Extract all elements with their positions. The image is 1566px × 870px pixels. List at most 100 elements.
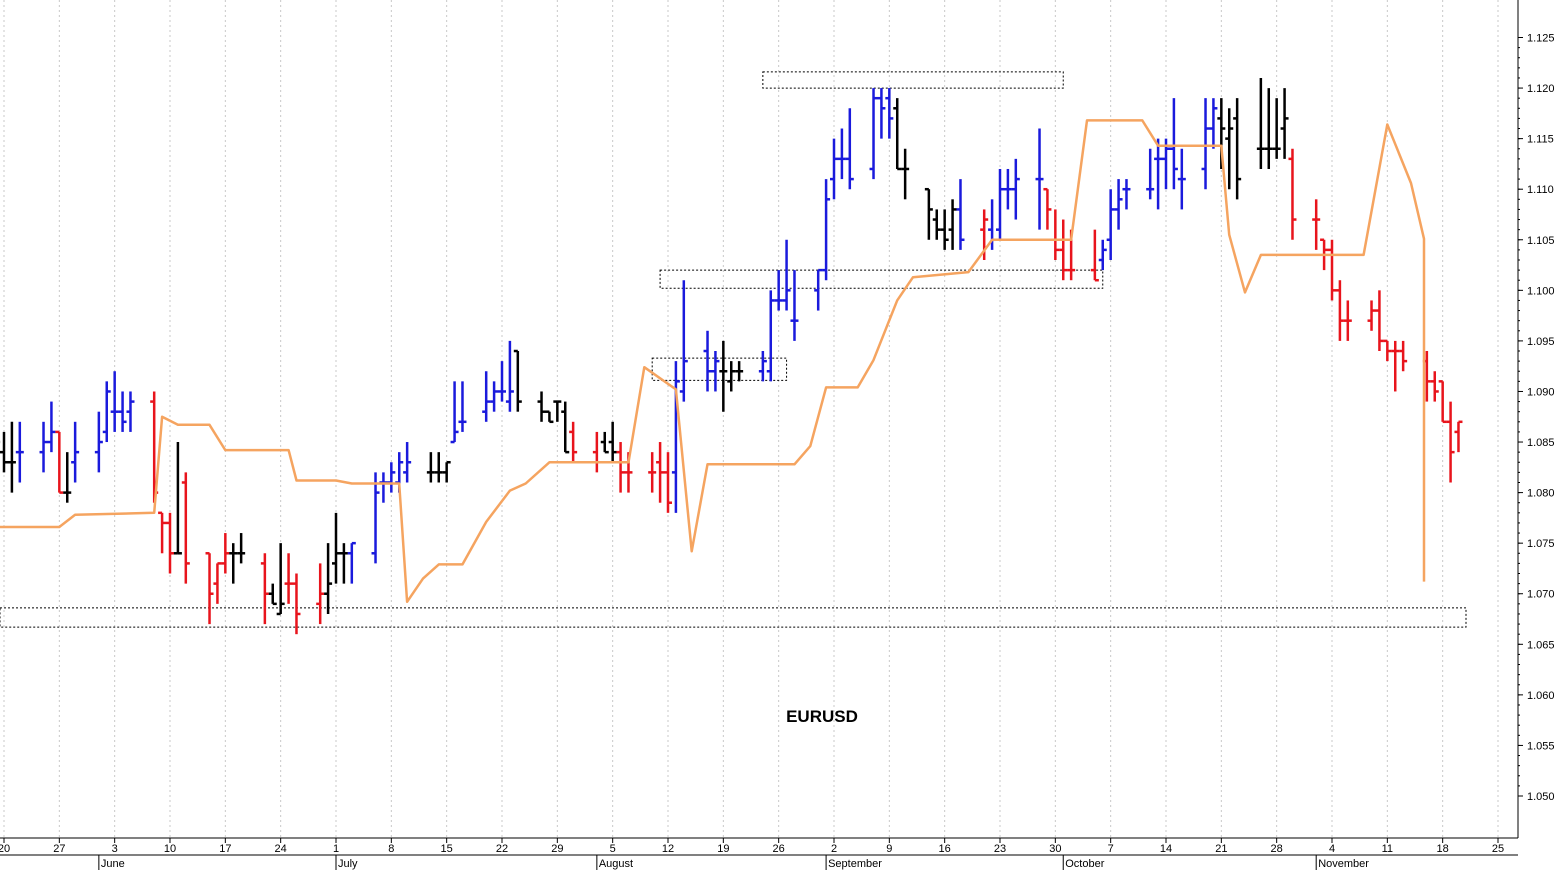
- ohlc-bar: [735, 361, 744, 382]
- ohlc-bar: [1154, 138, 1163, 210]
- ohlc-bar: [316, 563, 325, 625]
- y-tick-label: 1.055: [1527, 740, 1555, 752]
- ohlc-bar: [332, 512, 340, 584]
- x-tick-label: 4: [1329, 843, 1335, 855]
- ohlc-bar: [845, 108, 854, 190]
- x-tick-label: 18: [1437, 843, 1449, 855]
- ohlc-bar: [592, 431, 601, 473]
- ohlc-bar: [15, 421, 24, 483]
- x-tick-label: 20: [0, 843, 10, 855]
- y-tick-label: 1.125: [1527, 33, 1555, 45]
- ohlc-bar: [537, 391, 546, 422]
- ohlc-bar: [1059, 219, 1068, 281]
- ohlc-bar: [893, 98, 902, 171]
- ohlc-bar: [679, 280, 688, 402]
- x-tick-label: 10: [164, 843, 176, 855]
- ohlc-bar: [505, 340, 514, 412]
- x-tick-label: 2: [831, 843, 837, 855]
- ohlc-bar: [213, 562, 222, 604]
- ohlc-bar: [1225, 108, 1234, 190]
- ohlc-bar: [55, 430, 64, 494]
- x-tick-label: 15: [441, 843, 453, 855]
- grid: [3, 0, 1499, 838]
- ohlc-bar: [126, 391, 135, 432]
- y-tick-label: 1.065: [1527, 639, 1555, 651]
- ohlc-bar: [1280, 88, 1289, 159]
- ohlc-bar: [996, 168, 1004, 240]
- ohlc-bar: [956, 179, 965, 250]
- ohlc-bar: [498, 361, 506, 402]
- ohlc-bar: [268, 583, 277, 606]
- ohlc-bar: [545, 410, 554, 424]
- ohlc-bar: [1375, 290, 1384, 352]
- x-tick-label: 19: [717, 843, 729, 855]
- ohlc-bar: [1162, 138, 1170, 190]
- ohlc-bar: [1343, 300, 1352, 341]
- ohlc-bar: [932, 209, 941, 240]
- ohlc-bar: [885, 88, 894, 139]
- month-label: June: [101, 858, 125, 870]
- ohlc-bar: [1122, 179, 1131, 210]
- y-tick-label: 1.050: [1527, 791, 1555, 803]
- ohlc-bar: [1328, 239, 1336, 301]
- ohlc-bar: [1335, 280, 1344, 341]
- y-tick-label: 1.090: [1527, 386, 1555, 398]
- x-tick-label: 3: [112, 843, 118, 855]
- x-tick-label: 7: [1108, 843, 1114, 855]
- x-tick-label: 9: [886, 843, 892, 855]
- ohlc-bar: [1051, 209, 1060, 260]
- price-bars: [0, 77, 1463, 635]
- ohlc-bar: [1264, 88, 1273, 169]
- ohlc-bar: [1201, 98, 1210, 190]
- ohlc-bar: [284, 553, 293, 604]
- x-tick-label: 27: [53, 843, 65, 855]
- ohlc-bar: [229, 543, 238, 584]
- ohlc-bar: [237, 533, 246, 564]
- x-tick-label: 28: [1271, 843, 1283, 855]
- ohlc-bar: [561, 401, 570, 454]
- ohlc-bar: [490, 381, 499, 412]
- y-tick-label: 1.080: [1527, 488, 1555, 500]
- y-tick-label: 1.070: [1527, 589, 1555, 601]
- ohlc-bar: [616, 442, 625, 493]
- x-tick-label: 8: [388, 843, 394, 855]
- ohlc-bar: [387, 462, 396, 493]
- y-tick-label: 1.115: [1527, 134, 1554, 146]
- x-tick-label: 24: [275, 843, 287, 855]
- ohlc-bar: [63, 452, 72, 503]
- ohlc-bar: [1177, 148, 1186, 210]
- ohlc-bar: [1383, 339, 1392, 362]
- ohlc-bar: [371, 472, 380, 564]
- ohlc-bar: [1003, 168, 1012, 210]
- x-tick-label: 5: [610, 843, 616, 855]
- x-tick-label: 12: [662, 843, 674, 855]
- ohlc-bar: [822, 179, 831, 281]
- ohlc-bar: [648, 452, 657, 493]
- ohlc-bar: [1209, 98, 1218, 149]
- ohlc-bar: [1256, 77, 1265, 169]
- y-tick-label: 1.095: [1527, 336, 1555, 348]
- ohlc-bar: [758, 351, 767, 382]
- ohlc-bar: [569, 421, 578, 463]
- x-tick-label: 29: [551, 843, 563, 855]
- ohlc-bar: [553, 400, 562, 422]
- ohlc-bar: [1098, 239, 1107, 271]
- ohlc-bar: [600, 431, 609, 454]
- ohlc-bar: [1035, 128, 1044, 230]
- y-tick-label: 1.060: [1527, 690, 1555, 702]
- ohlc-bar: [1446, 401, 1455, 483]
- ohlc-bar: [671, 361, 680, 513]
- ohlc-bar: [379, 472, 388, 503]
- ohlc-bar: [166, 512, 174, 574]
- ohlc-bar: [1367, 300, 1376, 331]
- x-tick-label: 11: [1382, 843, 1393, 855]
- ohlc-bar: [0, 431, 8, 473]
- price-zone-box: [659, 269, 1104, 289]
- ohlc-bar: [703, 330, 712, 392]
- x-tick-label: 14: [1160, 843, 1172, 855]
- ohlc-bar: [482, 371, 491, 422]
- ohlc-bar: [1399, 340, 1408, 372]
- ohlc-bar: [458, 381, 467, 432]
- ohlc-bar: [948, 199, 957, 250]
